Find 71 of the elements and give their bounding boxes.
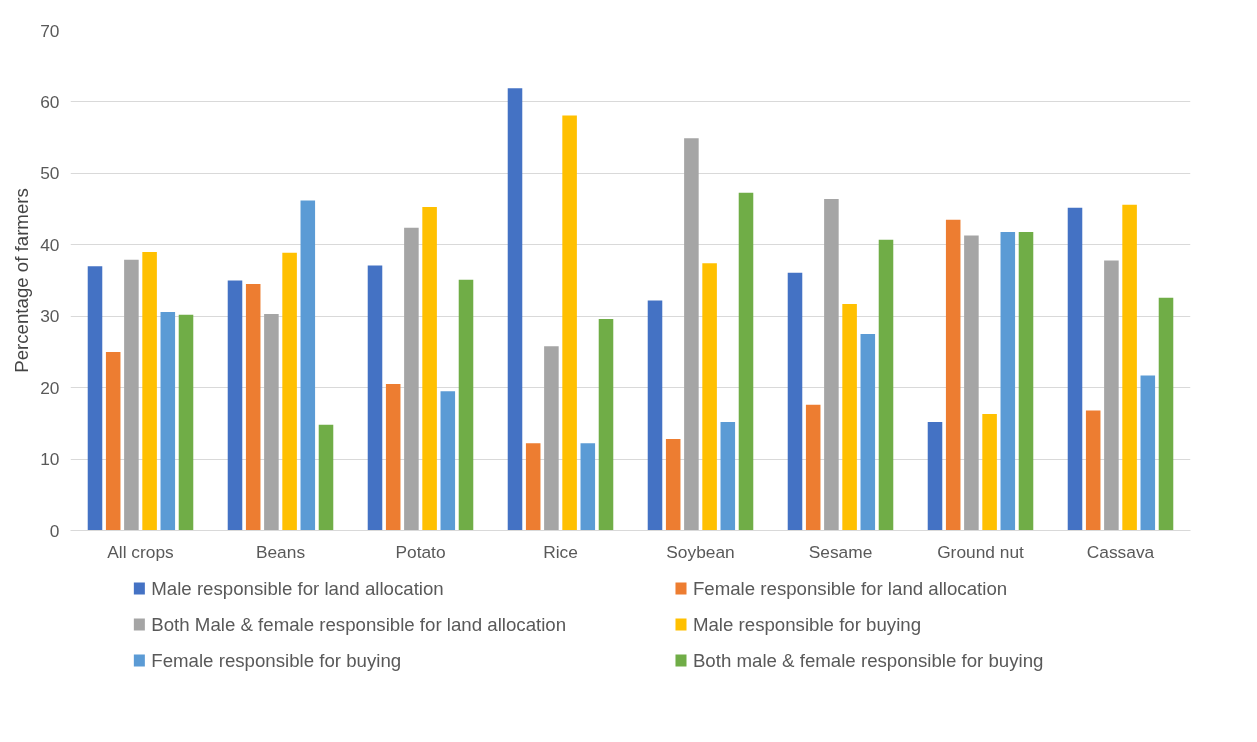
bar (1085, 410, 1101, 531)
bar (1000, 231, 1016, 531)
x-tick-label: Potato (395, 541, 446, 562)
y-tick-label: 40 (40, 234, 60, 255)
bar (124, 259, 139, 531)
x-tick-label: Rice (543, 541, 578, 562)
y-tick-label: 70 (40, 20, 60, 41)
bar (264, 314, 279, 531)
legend-label: Male responsible for land allocation (151, 578, 444, 599)
bar (245, 284, 261, 531)
bar (422, 206, 437, 531)
bar (647, 300, 663, 531)
bar (367, 265, 383, 531)
bar (385, 384, 401, 531)
bar (860, 334, 876, 531)
x-tick-label: All crops (107, 541, 175, 562)
y-tick-label: 10 (40, 449, 60, 470)
bar (982, 414, 997, 531)
bar (160, 311, 176, 531)
bar (964, 235, 979, 531)
bar (300, 200, 316, 531)
bar (142, 251, 157, 531)
bar (598, 319, 614, 531)
bar (178, 314, 194, 531)
bar (87, 266, 103, 531)
bar (525, 443, 541, 531)
bar (720, 421, 736, 531)
legend-label: Female responsible for buying (151, 650, 402, 671)
bar (684, 138, 699, 531)
y-tick-label: 60 (40, 91, 60, 112)
bar (702, 263, 717, 531)
bar (105, 351, 121, 531)
x-tick-label: Cassava (1086, 541, 1155, 562)
bar (824, 199, 839, 531)
y-axis-title: Percentage of farmers (11, 188, 33, 373)
x-tick-label: Ground nut (937, 541, 1025, 562)
bar (927, 421, 943, 531)
bar (738, 192, 754, 531)
y-tick-label: 0 (49, 520, 60, 541)
bar (1158, 297, 1174, 531)
bar (1104, 260, 1119, 531)
bar (458, 279, 474, 531)
bar (318, 424, 334, 531)
y-tick-label: 20 (40, 377, 60, 398)
bar (440, 391, 456, 531)
bar (665, 439, 681, 531)
bar (404, 227, 419, 531)
bar (805, 404, 821, 531)
bar (1140, 375, 1156, 531)
bar (282, 252, 297, 531)
bar (562, 115, 577, 531)
legend-label: Female responsible for land allocation (692, 578, 1008, 599)
bar (227, 280, 243, 531)
bar (1067, 207, 1083, 531)
x-tick-label: Sesame (808, 541, 873, 562)
bar (878, 239, 894, 531)
bar (787, 272, 803, 531)
bar (842, 304, 857, 531)
bar (1018, 231, 1034, 531)
x-tick-label: Beans (255, 541, 306, 562)
x-tick-label: Soybean (666, 541, 735, 562)
legend-label: Both Male & female responsible for land allocation (151, 614, 567, 635)
legend-label: Both male & female responsible for buying (692, 650, 1044, 671)
y-tick-label: 50 (40, 163, 60, 184)
legend-label: Male responsible for buying (692, 614, 922, 635)
y-tick-label: 30 (40, 306, 60, 327)
bar (507, 88, 523, 531)
bar (580, 443, 596, 531)
bar (945, 219, 961, 531)
bar (1122, 204, 1137, 531)
bar (544, 346, 559, 531)
